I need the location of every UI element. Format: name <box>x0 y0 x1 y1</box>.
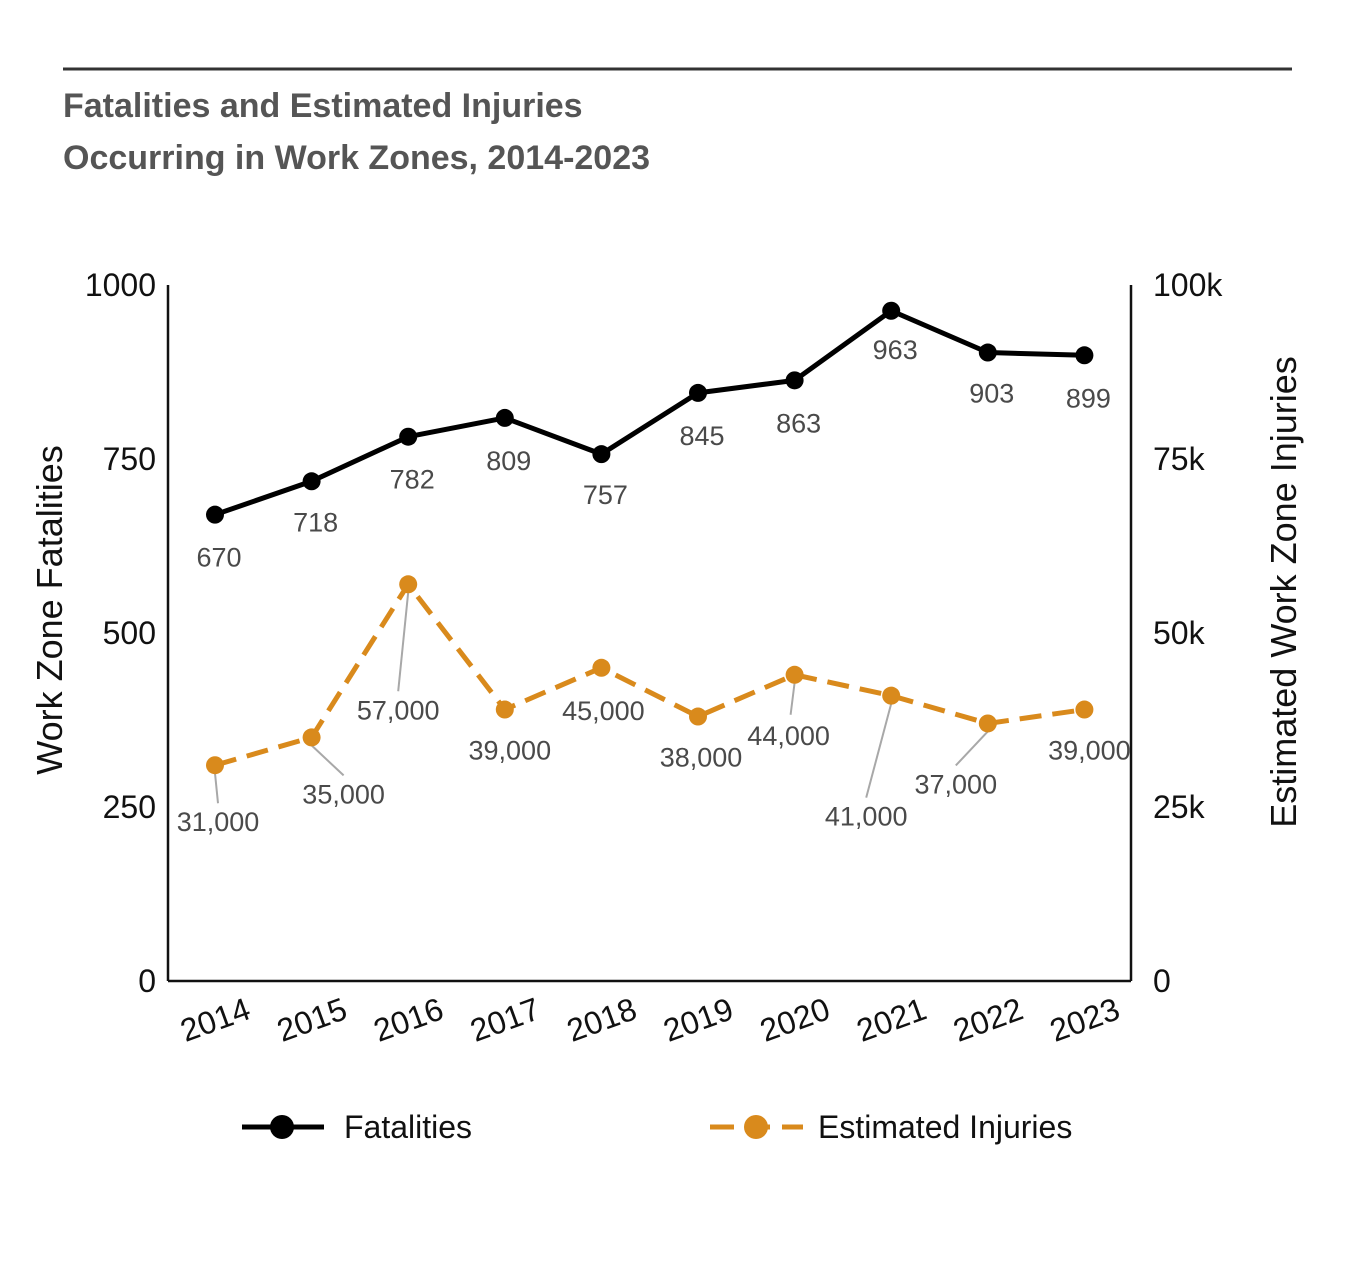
chart-title-line-2: Occurring in Work Zones, 2014-2023 <box>63 139 650 177</box>
injuries-leader-line <box>955 730 989 767</box>
injuries-point <box>206 756 224 775</box>
x-tick-label: 2023 <box>1045 991 1124 1049</box>
fatalities-data-label: 899 <box>1066 383 1111 413</box>
x-tick-label: 2021 <box>852 991 931 1049</box>
x-tick-label: 2022 <box>948 991 1027 1049</box>
fatalities-point <box>302 472 321 491</box>
y-tick-left-label: 500 <box>103 615 156 651</box>
fatalities-point <box>978 343 997 362</box>
x-tick-label: 2020 <box>755 991 834 1049</box>
injuries-point <box>1075 700 1094 719</box>
x-tick-label: 2015 <box>272 991 351 1049</box>
fatalities-point <box>1075 346 1094 365</box>
fatalities-data-label: 782 <box>390 465 435 495</box>
fatalities-data-label: 757 <box>583 480 628 510</box>
y-tick-right-label: 100k <box>1153 267 1223 303</box>
injuries-point <box>592 658 611 677</box>
fatalities-data-label: 963 <box>873 335 918 365</box>
x-tick-label: 2014 <box>176 991 255 1049</box>
fatalities-point <box>206 505 224 524</box>
fatalities-point <box>592 445 611 464</box>
injuries-data-label: 38,000 <box>660 743 743 773</box>
injuries-point <box>785 665 804 684</box>
plot-area: 0 250 500 750 1000 0 25k 50k 75k 100k 2014 2015 2016… <box>85 267 1224 1145</box>
injuries-data-label: 39,000 <box>469 736 552 766</box>
x-tick-label: 2017 <box>465 991 544 1049</box>
fatalities-line <box>214 308 1085 518</box>
y-tick-right-label: 50k <box>1153 615 1206 651</box>
injuries-point <box>882 686 901 705</box>
injuries-data-label: 41,000 <box>825 802 908 832</box>
injuries-data-label: 39,000 <box>1048 736 1131 766</box>
y-axis-right-label: Estimated Work Zone Injuries <box>1263 356 1304 828</box>
injuries-leader-line <box>397 592 410 692</box>
injuries-point <box>302 728 321 747</box>
injuries-data-label: 57,000 <box>357 695 440 725</box>
injuries-leader-line <box>865 703 893 798</box>
injuries-data-label: 44,000 <box>747 721 830 751</box>
legend-fatalities-marker <box>270 1115 294 1139</box>
injuries-leader-line <box>214 773 219 804</box>
injuries-point <box>399 575 418 594</box>
fatalities-data-label: 670 <box>196 543 241 573</box>
injuries-leader-line <box>310 744 345 777</box>
fatalities-data-label: 863 <box>776 408 821 438</box>
y-tick-left-label: 250 <box>103 789 156 825</box>
fatalities-data-label: 809 <box>486 446 531 476</box>
injuries-data-label: 45,000 <box>562 696 645 726</box>
y-tick-left-label: 0 <box>138 963 156 999</box>
injuries-point <box>689 707 707 726</box>
fatalities-point <box>399 427 418 446</box>
injuries-data-label: 35,000 <box>302 779 385 809</box>
fatalities-point <box>495 408 514 427</box>
x-tick-label: 2018 <box>562 991 641 1049</box>
injuries-line <box>214 581 1085 768</box>
y-tick-left-label: 1000 <box>85 267 156 303</box>
x-tick-label: 2016 <box>369 991 448 1049</box>
injuries-point <box>495 700 514 719</box>
y-tick-right-label: 75k <box>1153 441 1206 477</box>
injuries-leader-line <box>789 682 796 715</box>
chart-title-line-1: Fatalities and Estimated Injuries <box>63 87 583 125</box>
legend-injuries-label: Estimated Injuries <box>818 1109 1072 1145</box>
fatalities-data-label: 718 <box>293 507 338 537</box>
y-tick-left-label: 750 <box>103 441 156 477</box>
fatalities-point <box>882 301 901 320</box>
fatalities-point <box>785 371 804 390</box>
legend-injuries-marker <box>744 1115 768 1139</box>
y-tick-right-label: 0 <box>1153 963 1171 999</box>
fatalities-point <box>689 383 707 402</box>
injuries-data-label: 31,000 <box>177 807 260 837</box>
y-tick-right-label: 25k <box>1153 789 1206 825</box>
x-tick-label: 2019 <box>659 991 738 1049</box>
fatalities-data-label: 903 <box>969 379 1014 409</box>
fatalities-data-label: 845 <box>679 421 724 451</box>
legend-fatalities-label: Fatalities <box>344 1109 472 1145</box>
injuries-data-label: 37,000 <box>915 769 998 799</box>
injuries-point <box>978 714 997 733</box>
y-axis-left-label: Work Zone Fatalities <box>29 445 70 774</box>
